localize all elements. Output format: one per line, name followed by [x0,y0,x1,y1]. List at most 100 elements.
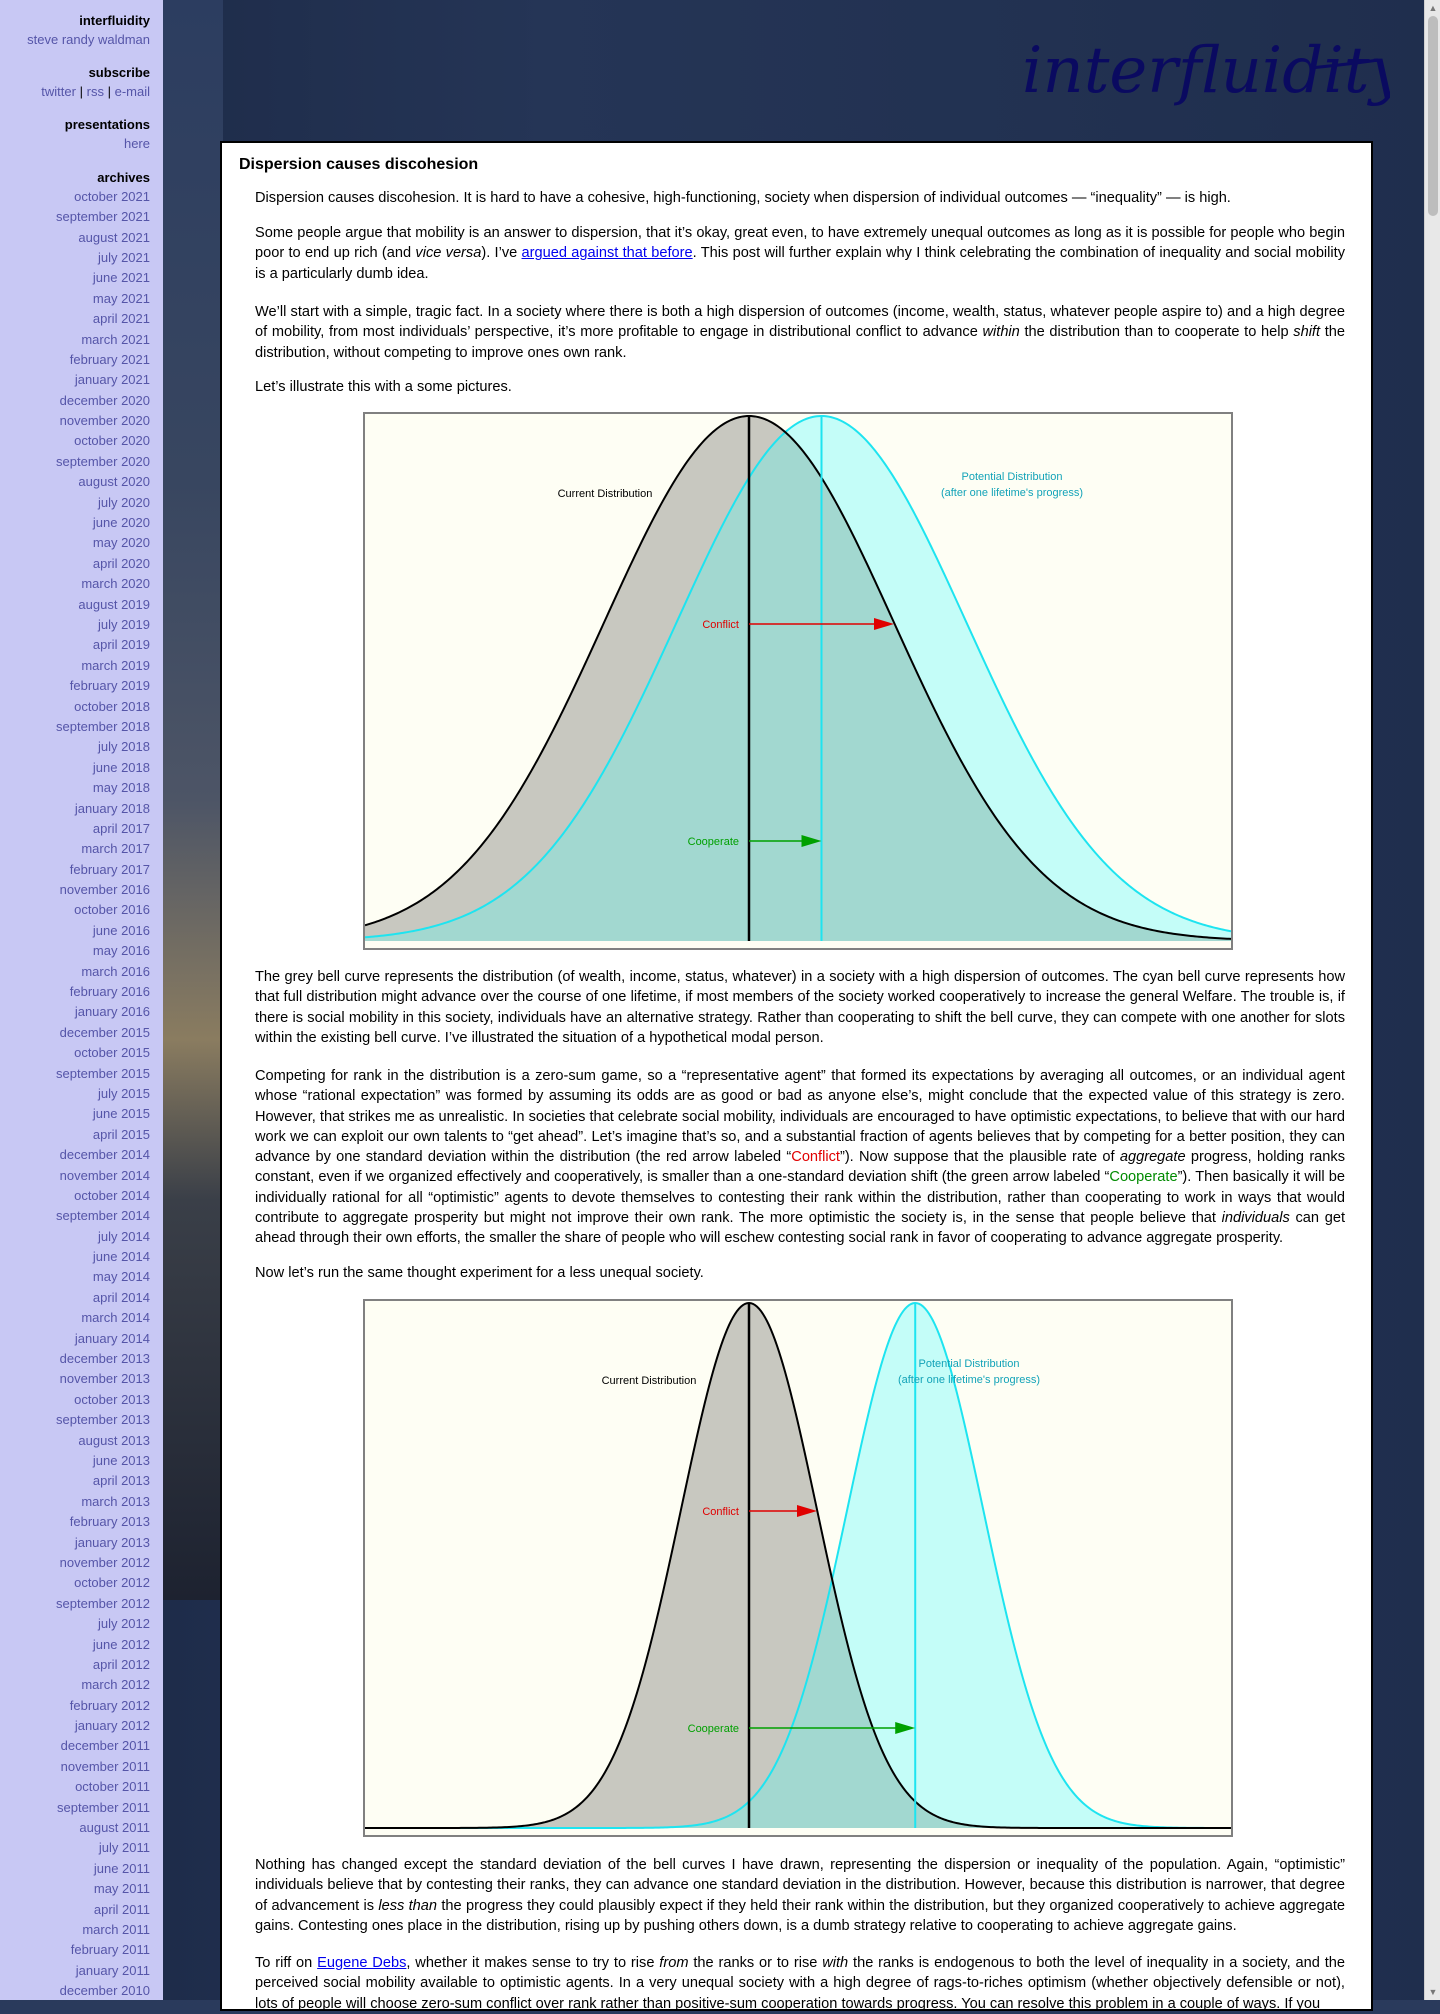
archive-link[interactable]: october 2015 [74,1045,150,1061]
archive-link[interactable]: march 2020 [81,576,150,592]
archive-link[interactable]: august 2021 [78,229,150,245]
archive-link[interactable]: october 2012 [74,1575,150,1591]
scroll-thumb[interactable] [1428,16,1438,216]
archive-link[interactable]: january 2013 [74,1534,150,1550]
archive-link[interactable]: july 2014 [97,1228,150,1244]
archive-link[interactable]: april 2020 [92,555,150,571]
archive-link[interactable]: september 2018 [56,718,150,734]
archive-link[interactable]: december 2013 [59,1351,150,1367]
archive-link[interactable]: december 2014 [59,1147,150,1163]
archive-link[interactable]: may 2018 [92,780,150,796]
archive-link[interactable]: august 2020 [78,474,150,490]
archive-link[interactable]: february 2021 [69,351,150,367]
archive-link[interactable]: may 2020 [92,535,150,551]
archive-link[interactable]: january 2021 [74,372,150,388]
archive-link[interactable]: september 2021 [56,209,150,225]
archive-link[interactable]: june 2013 [92,1453,150,1468]
archive-link[interactable]: december 2015 [59,1024,150,1040]
archive-link[interactable]: december 2011 [60,1738,150,1754]
archive-link[interactable]: october 2013 [74,1391,150,1407]
archive-link[interactable]: january 2011 [75,1962,150,1978]
archive-link[interactable]: december 2020 [59,392,150,408]
archive-link[interactable]: january 2016 [74,1004,150,1020]
scroll-up-arrow-icon[interactable]: ▲ [1428,3,1438,13]
archive-link[interactable]: may 2021 [92,290,150,306]
archive-link[interactable]: january 2018 [74,800,150,816]
archive-link[interactable]: september 2012 [56,1595,150,1611]
archive-link[interactable]: april 2019 [92,637,150,653]
archive-link[interactable]: february 2017 [69,861,150,877]
archive-link[interactable]: march 2019 [81,657,150,673]
archive-link[interactable]: july 2011 [98,1840,150,1856]
archive-link[interactable]: june 2018 [92,759,150,775]
archive-link[interactable]: april 2011 [93,1901,150,1917]
scrollbar[interactable]: ▲ ▼ [1424,0,1440,2000]
archive-link[interactable]: march 2013 [81,1493,150,1509]
archive-link[interactable]: april 2017 [92,820,150,836]
archive-link[interactable]: march 2016 [81,963,150,979]
archive-link[interactable]: march 2012 [81,1677,150,1693]
archive-link[interactable]: september 2014 [56,1208,150,1224]
archive-link[interactable]: october 2016 [74,902,150,918]
archive-link[interactable]: june 2014 [92,1249,150,1265]
archive-link[interactable]: july 2019 [97,616,150,632]
archive-link[interactable]: september 2011 [57,1799,150,1815]
scroll-down-arrow-icon[interactable]: ▼ [1428,1987,1438,1997]
site-logo[interactable]: interfluidity [1010,10,1406,130]
email-link[interactable]: e-mail [114,84,150,100]
archive-link[interactable]: january 2014 [74,1330,150,1346]
argued-against-link[interactable]: argued against that before [521,245,693,262]
archive-link[interactable]: april 2013 [92,1473,150,1489]
archive-link[interactable]: july 2012 [97,1616,150,1632]
archive-link[interactable]: october 2020 [74,433,150,449]
archive-link[interactable]: may 2011 [93,1881,150,1897]
twitter-link[interactable]: twitter [41,84,76,100]
archive-link[interactable]: august 2019 [78,596,150,612]
archive-link[interactable]: november 2020 [59,413,150,429]
archive-link[interactable]: october 2021 [74,188,150,204]
archive-link[interactable]: july 2020 [97,494,150,510]
archive-link[interactable]: march 2014 [81,1310,150,1326]
archive-link[interactable]: october 2014 [74,1187,150,1203]
archive-link[interactable]: june 2020 [92,515,150,531]
archive-link[interactable]: june 2012 [92,1636,150,1652]
archive-link[interactable]: june 2016 [92,922,150,938]
archive-link[interactable]: april 2012 [92,1656,150,1672]
archive-link[interactable]: march 2021 [81,331,150,347]
archive-link[interactable]: april 2014 [92,1289,150,1305]
archive-link[interactable]: june 2015 [92,1106,150,1122]
archive-link[interactable]: may 2014 [92,1269,150,1285]
archive-link[interactable]: february 2013 [69,1514,150,1530]
archive-link[interactable]: february 2019 [69,678,150,694]
archive-link[interactable]: november 2014 [59,1167,150,1183]
author-link[interactable]: steve randy waldman [27,32,150,47]
archive-link[interactable]: may 2016 [92,943,150,959]
archive-link[interactable]: august 2013 [78,1432,150,1448]
archive-link[interactable]: september 2015 [56,1065,150,1081]
archive-link[interactable]: october 2018 [74,698,150,714]
rss-link[interactable]: rss [86,84,104,100]
archive-link[interactable]: february 2011 [70,1942,150,1958]
archive-link[interactable]: february 2012 [69,1697,150,1713]
archive-link[interactable]: october 2011 [75,1779,150,1795]
archive-link[interactable]: december 2010 [59,1983,150,1999]
archive-link[interactable]: january 2012 [74,1718,150,1734]
archive-link[interactable]: april 2021 [92,311,150,327]
archive-link[interactable]: july 2021 [97,249,150,265]
archive-link[interactable]: april 2015 [92,1126,150,1142]
archive-link[interactable]: february 2016 [69,984,150,1000]
archive-link[interactable]: march 2011 [82,1921,150,1937]
archive-link[interactable]: november 2012 [59,1554,150,1570]
archive-link[interactable]: november 2013 [59,1371,150,1387]
archive-link[interactable]: august 2011 [79,1820,150,1836]
presentations-link[interactable]: here [123,136,150,152]
archive-link[interactable]: september 2013 [56,1412,150,1428]
archive-link[interactable]: july 2015 [97,1085,150,1101]
archive-link[interactable]: july 2018 [97,739,150,755]
archive-link[interactable]: june 2021 [92,270,150,286]
eugene-debs-link[interactable]: Eugene Debs [317,1955,407,1971]
archive-link[interactable]: november 2011 [60,1758,150,1774]
archive-link[interactable]: november 2016 [59,882,150,898]
archive-link[interactable]: march 2017 [81,841,150,857]
archive-link[interactable]: september 2020 [56,453,150,469]
